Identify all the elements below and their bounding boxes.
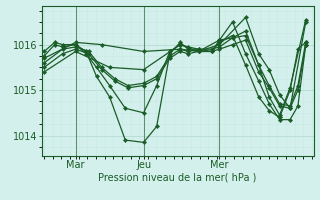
X-axis label: Pression niveau de la mer( hPa ): Pression niveau de la mer( hPa ) xyxy=(99,173,257,183)
